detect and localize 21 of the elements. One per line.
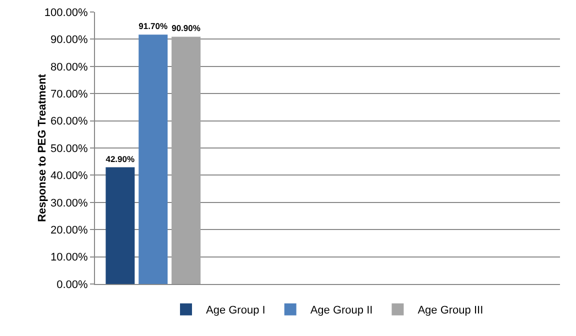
- data-label: 90.90%: [172, 23, 201, 34]
- y-tick-label: 70.00%: [50, 88, 88, 100]
- data-label: 91.70%: [138, 21, 168, 32]
- y-tick-label: 80.00%: [50, 61, 88, 74]
- y-tick-label: 60.00%: [50, 116, 88, 128]
- y-tick-label: 50.00%: [50, 142, 88, 155]
- data-label: 42.90%: [106, 154, 135, 164]
- bar: [106, 167, 135, 284]
- legend-label: Age Group II: [310, 304, 373, 317]
- y-tick-label: 30.00%: [50, 197, 88, 210]
- legend-label: Age Group III: [418, 304, 484, 317]
- y-tick-label: 20.00%: [50, 224, 88, 236]
- y-tick-label: 40.00%: [50, 170, 88, 182]
- y-tick-label: 10.00%: [50, 252, 88, 264]
- legend-label: Age Group I: [206, 304, 266, 317]
- y-tick-label: 0.00%: [56, 278, 88, 291]
- y-axis-title: Response to PEG Treatment: [36, 74, 48, 222]
- bar: [138, 34, 168, 284]
- bar: [172, 36, 201, 284]
- y-tick-label: 100.00%: [44, 6, 88, 19]
- y-tick-label: 90.00%: [50, 34, 88, 46]
